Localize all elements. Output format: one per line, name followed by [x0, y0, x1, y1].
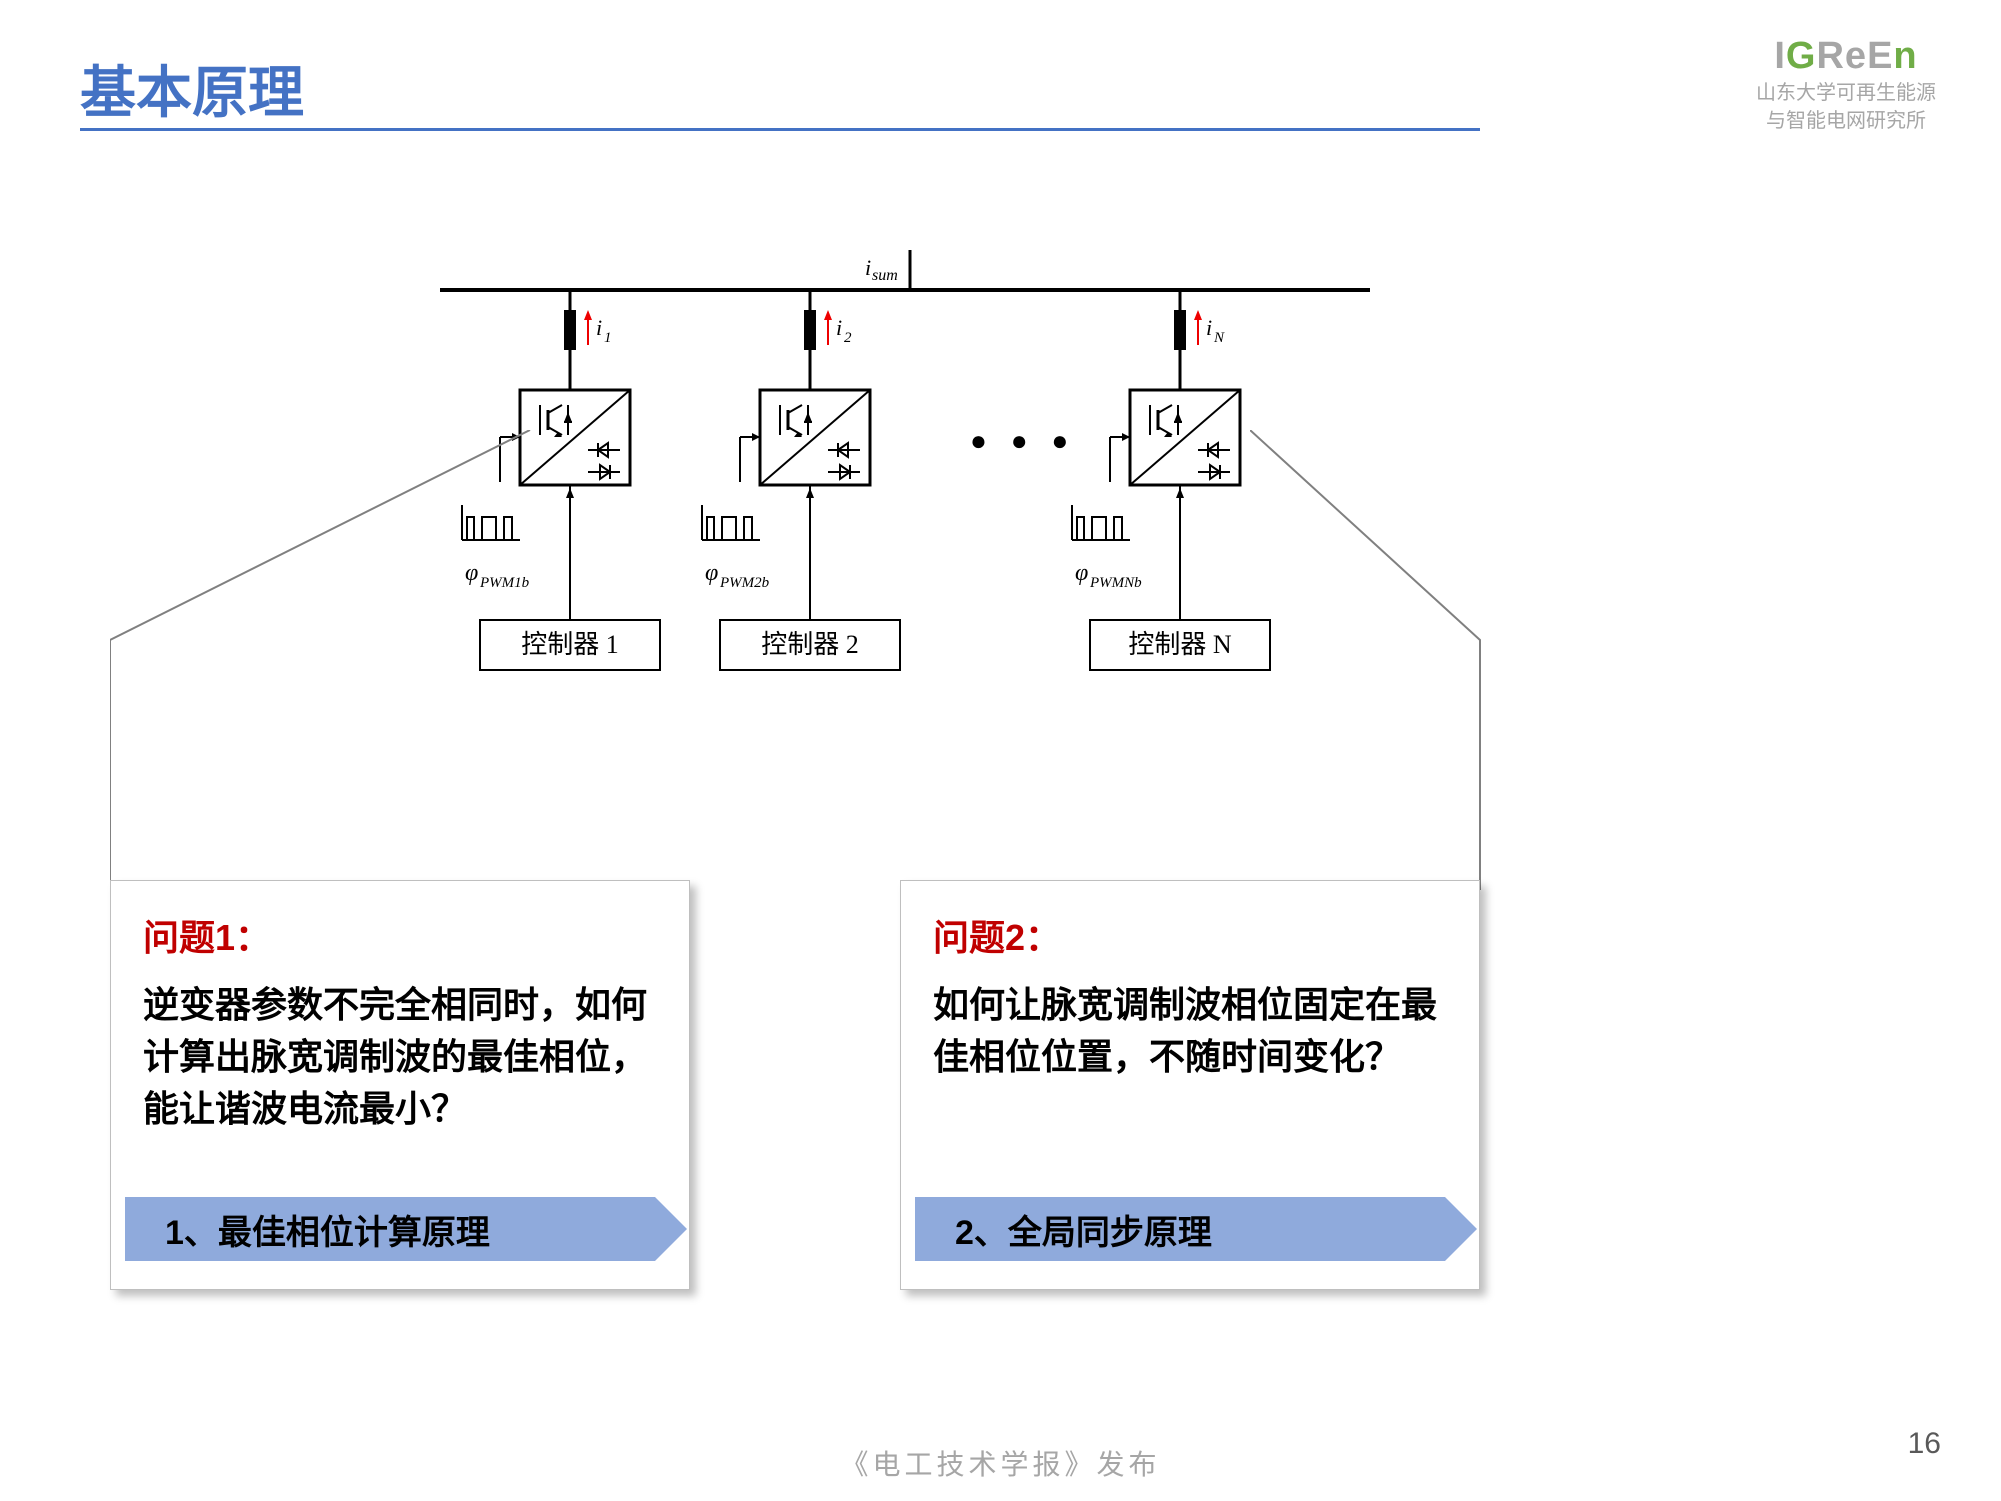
svg-text:i: i: [865, 255, 871, 280]
page-number: 16: [1908, 1427, 1941, 1461]
banner-2: 2、全局同步原理: [915, 1197, 1445, 1261]
svg-text:PWMNb: PWMNb: [1089, 575, 1142, 591]
slide-title: 基本原理: [80, 48, 304, 129]
question-box-1: 问题1： 逆变器参数不完全相同时，如何计算出脉宽调制波的最佳相位，能让谐波电流最…: [110, 880, 690, 1290]
svg-text:● ● ●: ● ● ●: [970, 425, 1076, 456]
footer-text: 《电工技术学报》发布: [840, 1443, 1160, 1483]
question-box-2: 问题2： 如何让脉宽调制波相位固定在最佳相位位置，不随时间变化？ 2、全局同步原…: [900, 880, 1480, 1290]
question-2-title: 问题2：: [933, 909, 1447, 961]
question-2-body: 如何让脉宽调制波相位固定在最佳相位位置，不随时间变化？: [933, 979, 1447, 1083]
svg-text:N: N: [1213, 330, 1225, 346]
svg-text:i: i: [596, 315, 602, 340]
callout-line-right: [1250, 430, 1500, 890]
svg-text:sum: sum: [872, 267, 898, 284]
svg-text:i: i: [836, 315, 842, 340]
question-1-title: 问题1：: [143, 909, 657, 961]
svg-text:控制器 N: 控制器 N: [1128, 630, 1232, 659]
svg-text:φ: φ: [1075, 560, 1088, 586]
logo: IGReEn 山东大学可再生能源 与智能电网研究所: [1756, 35, 1936, 134]
question-1-body: 逆变器参数不完全相同时，如何计算出脉宽调制波的最佳相位，能让谐波电流最小？: [143, 979, 657, 1136]
circuit-diagram: i sum ● ● ● i 1: [430, 250, 1390, 690]
svg-text:i: i: [1206, 315, 1212, 340]
svg-text:PWM2b: PWM2b: [719, 575, 770, 591]
svg-text:φ: φ: [705, 560, 718, 586]
logo-subtitle-1: 山东大学可再生能源: [1756, 80, 1936, 106]
logo-name: IGReEn: [1756, 35, 1936, 78]
banner-2-text: 2、全局同步原理: [955, 1205, 1212, 1254]
svg-text:1: 1: [604, 330, 612, 346]
svg-text:控制器 2: 控制器 2: [761, 630, 859, 659]
title-underline: [80, 128, 1480, 131]
logo-subtitle-2: 与智能电网研究所: [1756, 108, 1936, 134]
banner-1: 1、最佳相位计算原理: [125, 1197, 655, 1261]
banner-1-text: 1、最佳相位计算原理: [165, 1205, 490, 1254]
callout-line-left: [110, 430, 540, 890]
svg-text:2: 2: [844, 330, 852, 346]
